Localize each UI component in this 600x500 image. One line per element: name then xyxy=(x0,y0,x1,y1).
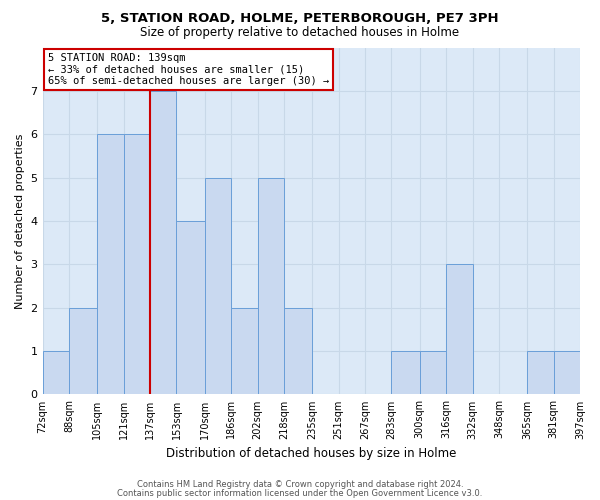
Bar xyxy=(284,308,312,394)
X-axis label: Distribution of detached houses by size in Holme: Distribution of detached houses by size … xyxy=(166,447,457,460)
Text: 5 STATION ROAD: 139sqm
← 33% of detached houses are smaller (15)
65% of semi-det: 5 STATION ROAD: 139sqm ← 33% of detached… xyxy=(48,52,329,86)
Bar xyxy=(419,351,446,395)
Bar xyxy=(97,134,124,394)
Text: 5, STATION ROAD, HOLME, PETERBOROUGH, PE7 3PH: 5, STATION ROAD, HOLME, PETERBOROUGH, PE… xyxy=(101,12,499,26)
Bar xyxy=(150,91,176,394)
Bar xyxy=(124,134,150,394)
Bar xyxy=(446,264,473,394)
Bar xyxy=(43,351,69,395)
Bar xyxy=(391,351,419,395)
Bar xyxy=(69,308,97,394)
Bar xyxy=(176,221,205,394)
Text: Contains public sector information licensed under the Open Government Licence v3: Contains public sector information licen… xyxy=(118,488,482,498)
Text: Size of property relative to detached houses in Holme: Size of property relative to detached ho… xyxy=(140,26,460,39)
Bar xyxy=(527,351,554,395)
Bar xyxy=(231,308,257,394)
Y-axis label: Number of detached properties: Number of detached properties xyxy=(15,134,25,308)
Bar xyxy=(257,178,284,394)
Bar xyxy=(205,178,231,394)
Bar xyxy=(554,351,580,395)
Text: Contains HM Land Registry data © Crown copyright and database right 2024.: Contains HM Land Registry data © Crown c… xyxy=(137,480,463,489)
